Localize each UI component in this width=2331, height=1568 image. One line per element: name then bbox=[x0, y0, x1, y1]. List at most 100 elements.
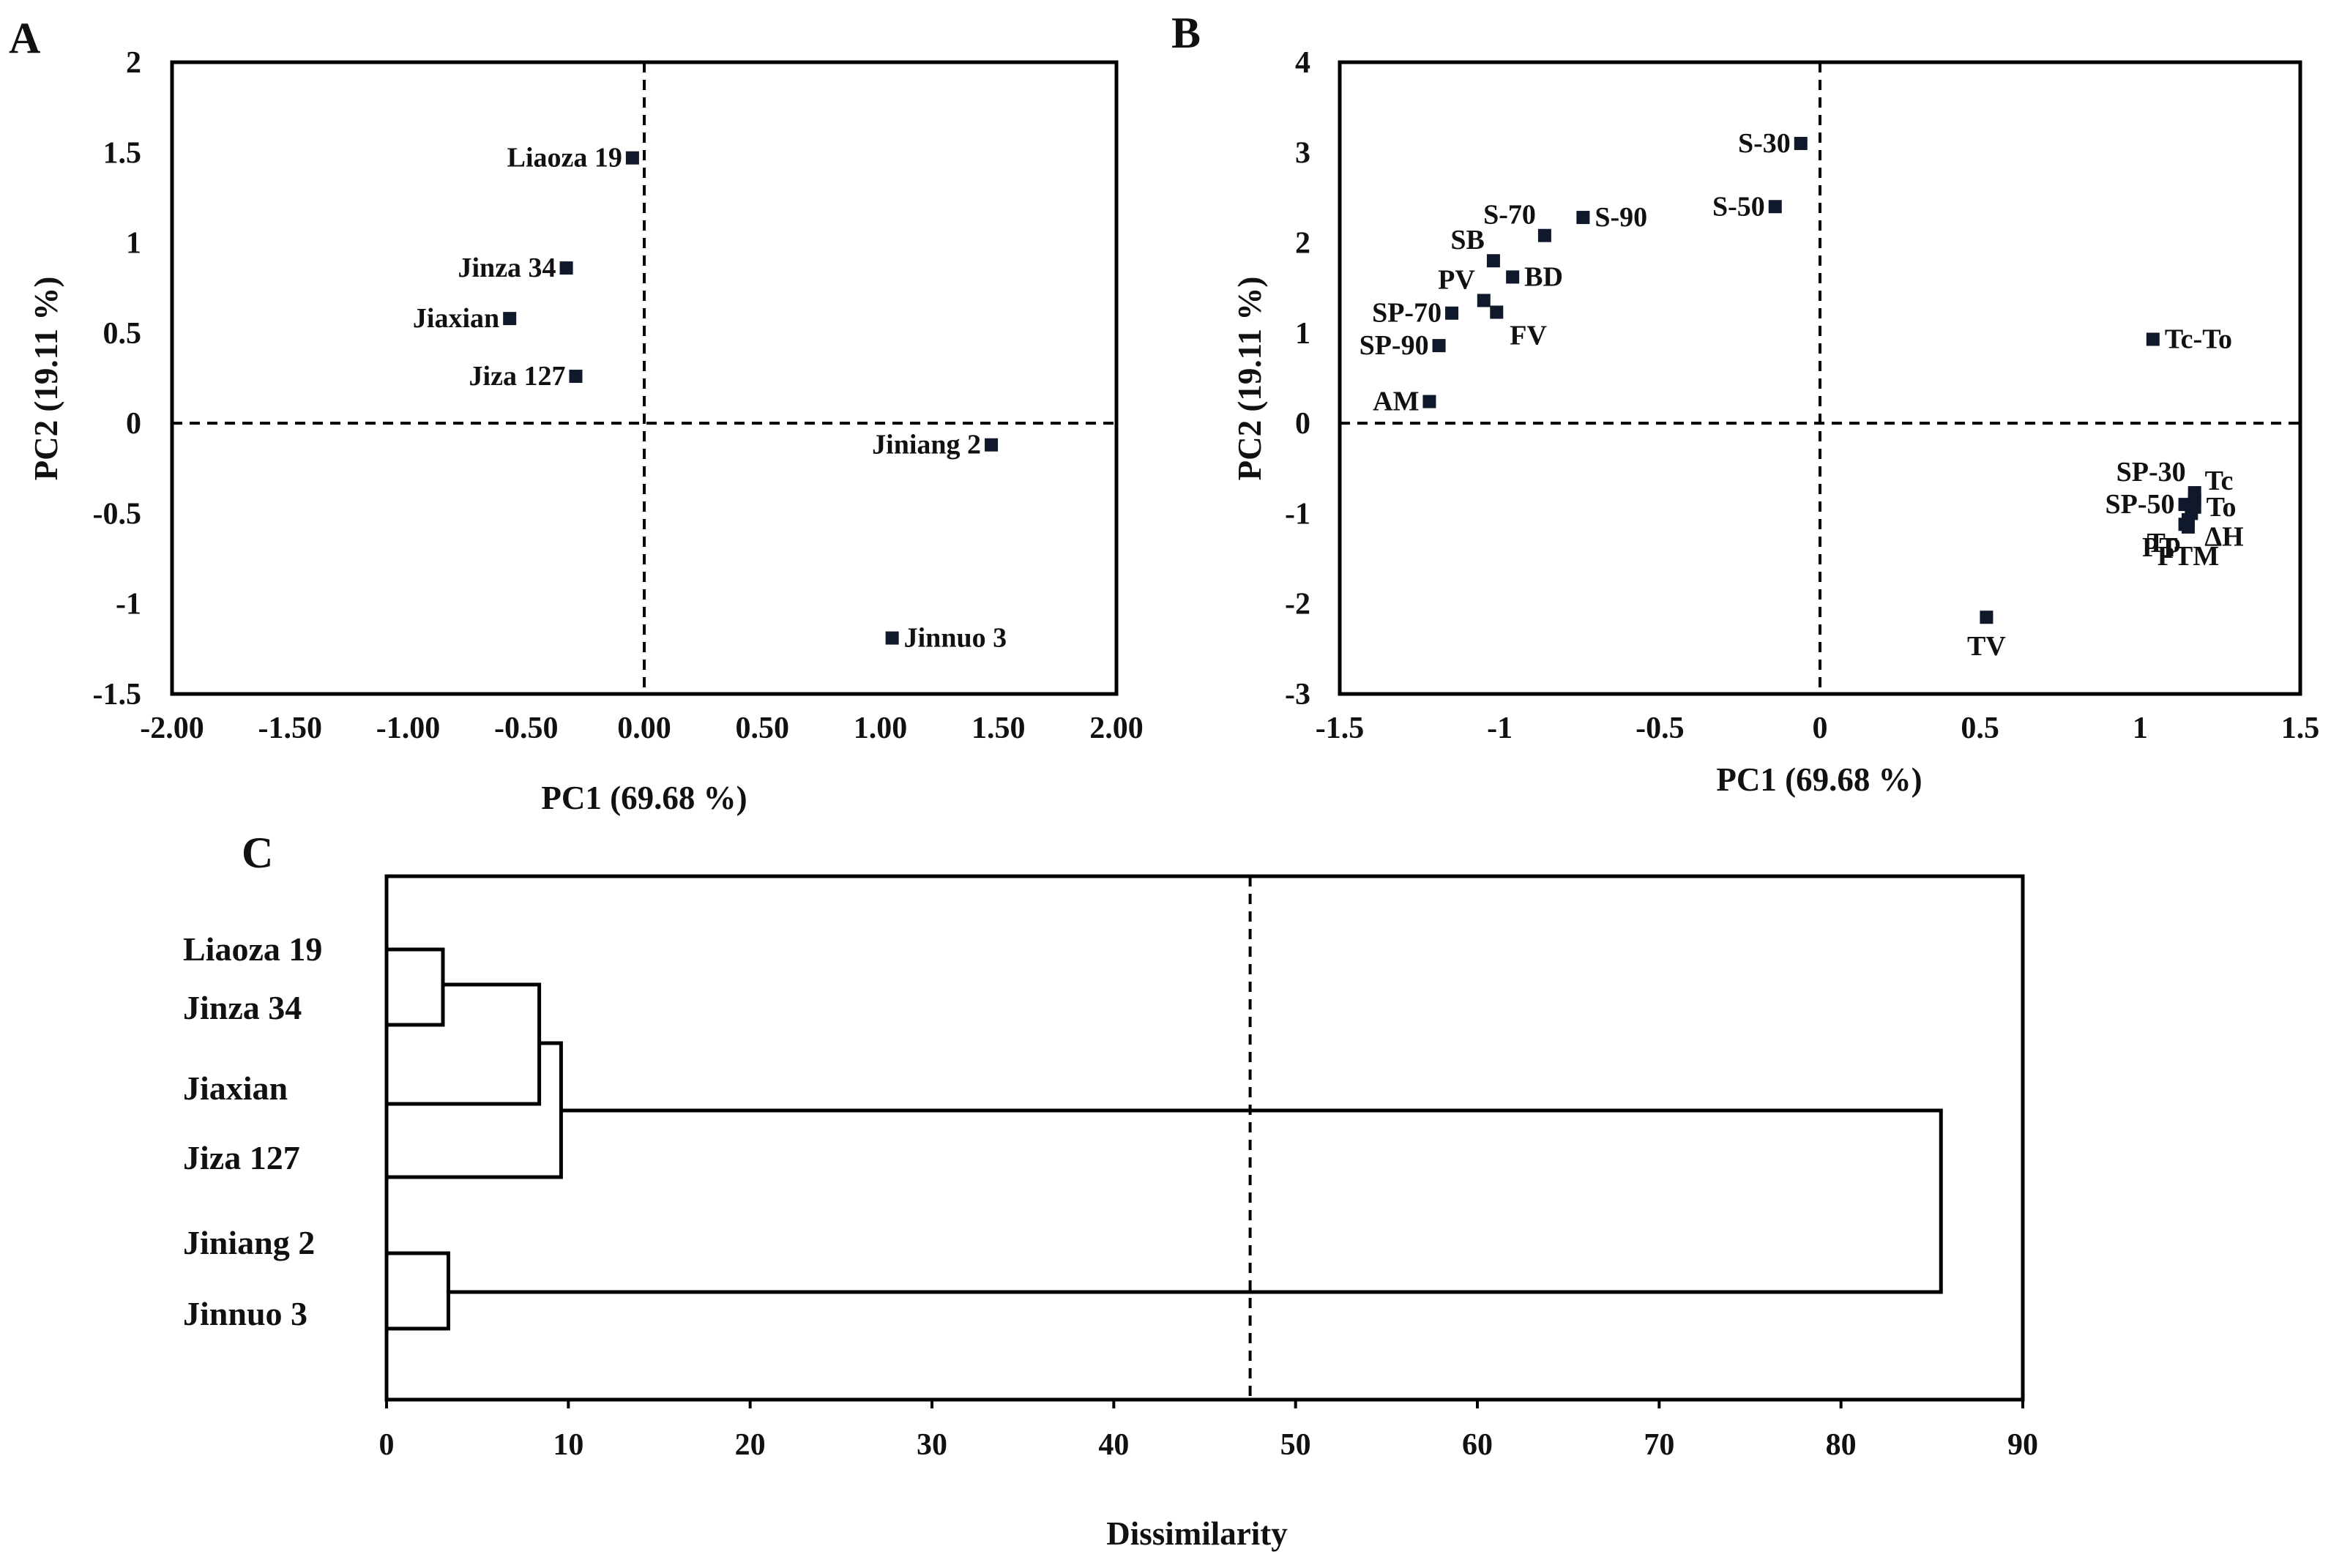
b-point-sp-70 bbox=[1445, 306, 1459, 320]
b-point-label-s-90: S-90 bbox=[1595, 202, 1647, 233]
panel-c-merge-branch-3 bbox=[387, 982, 542, 1106]
panel-c-x-tick-label: 30 bbox=[917, 1428, 947, 1462]
a-point-label-jinza-34: Jinza 34 bbox=[458, 253, 556, 283]
b-point-pv bbox=[1477, 294, 1491, 307]
b-point-label-bd: BD bbox=[1524, 261, 1563, 292]
b-point-label-am: AM bbox=[1373, 387, 1419, 417]
a-y-tick-label: -1 bbox=[116, 588, 141, 621]
b-point-label-sp-70: SP-70 bbox=[1372, 298, 1442, 329]
panel-c: C Liaoza 19 Jinza 34 Jiaxian Jiza 127 Jinian… bbox=[183, 829, 2038, 1552]
b-point-s-70 bbox=[1537, 228, 1551, 242]
panel-b: B -1.5 -1 -0.5 0 0.5 1 1.5 4 3 2 1 0 -1 -2 -3 S-30 S-5… bbox=[1171, 9, 2319, 798]
panel-c-x-tick-label: 50 bbox=[1280, 1428, 1311, 1462]
b-point-label-pt: PT bbox=[2142, 532, 2178, 563]
b-y-tick-label: 4 bbox=[1295, 46, 1310, 80]
panel-c-letter: C bbox=[242, 829, 273, 877]
panel-a-letter: A bbox=[9, 14, 40, 62]
b-point-s-90 bbox=[1576, 211, 1590, 225]
b-y-tick-label: 2 bbox=[1295, 227, 1310, 261]
panel-c-merge-branch-1 bbox=[387, 947, 445, 1027]
b-x-tick-label: 0.5 bbox=[1961, 712, 1999, 745]
a-point-label-liaoza-19: Liaoza 19 bbox=[507, 143, 622, 173]
panel-a: A -2.00 -1.50 -1.00 -0.50 0.00 0.50 1.00 1.50 2.… bbox=[9, 14, 1144, 816]
panel-c-leaf-jiniang-2: Jiniang 2 bbox=[183, 1224, 315, 1261]
panel-c-dendrogram bbox=[387, 947, 1943, 1331]
b-point-label-tc: Tc bbox=[2205, 466, 2234, 496]
b-point-label-s-30: S-30 bbox=[1738, 128, 1791, 159]
b-point-label-s-70: S-70 bbox=[1483, 200, 1536, 231]
panel-b-x-axis-title: PC1 (69.68 %) bbox=[1716, 761, 1922, 798]
b-y-tick-label: -1 bbox=[1285, 497, 1310, 531]
b-point-label-sp-90: SP-90 bbox=[1360, 330, 1429, 361]
a-x-tick-label: 0.50 bbox=[736, 712, 790, 745]
a-y-tick-label: -0.5 bbox=[93, 497, 142, 531]
b-point-s-30 bbox=[1794, 136, 1808, 150]
a-point-jinnuo-3 bbox=[885, 631, 899, 645]
panel-c-merge-branch-4 bbox=[387, 1041, 563, 1179]
panel-c-leaf-jiza-127: Jiza 127 bbox=[183, 1139, 300, 1176]
a-x-tick-label: -0.50 bbox=[494, 712, 559, 745]
a-x-tick-label: 1.00 bbox=[854, 712, 908, 745]
b-point-s-50 bbox=[1768, 200, 1782, 214]
a-point-label-jiniang-2: Jiniang 2 bbox=[872, 430, 981, 460]
b-x-tick-label: 1.5 bbox=[2281, 712, 2320, 745]
panel-a-y-ticks: 2 1.5 1 0.5 0 -0.5 -1 -1.5 bbox=[93, 46, 142, 712]
panel-b-y-ticks: 4 3 2 1 0 -1 -2 -3 bbox=[1285, 46, 1310, 712]
panel-c-x-tick-label: 60 bbox=[1462, 1428, 1493, 1462]
a-x-tick-label: -1.50 bbox=[258, 712, 323, 745]
panel-c-merge-branch-2 bbox=[387, 1251, 450, 1331]
a-y-tick-label: 1 bbox=[126, 227, 141, 261]
b-point-label-to: To bbox=[2207, 492, 2237, 523]
panel-c-plot-frame bbox=[384, 874, 2025, 1402]
panel-c-leaf-jiaxian: Jiaxian bbox=[183, 1069, 288, 1107]
b-x-tick-label: -0.5 bbox=[1636, 712, 1685, 745]
panel-a-x-ticks: -2.00 -1.50 -1.00 -0.50 0.00 0.50 1.00 1.50 2.00 bbox=[140, 712, 1144, 745]
b-point-label-tc-to: Tc-To bbox=[2165, 324, 2232, 354]
panel-c-x-tick-label: 40 bbox=[1098, 1428, 1129, 1462]
a-x-tick-label: 1.50 bbox=[971, 712, 1026, 745]
b-point-label-fv: FV bbox=[1510, 321, 1547, 351]
b-point-label-tv: TV bbox=[1967, 631, 2006, 662]
a-point-label-jinnuo-3: Jinnuo 3 bbox=[904, 623, 1007, 654]
b-point-fv bbox=[1490, 305, 1504, 319]
panel-c-leaf-labels: Liaoza 19 Jinza 34 Jiaxian Jiza 127 Jiniang … bbox=[183, 930, 322, 1332]
b-y-tick-label: 3 bbox=[1295, 136, 1310, 170]
panel-c-leaf-jinza-34: Jinza 34 bbox=[183, 989, 302, 1026]
b-point-label-s-50: S-50 bbox=[1712, 191, 1765, 222]
panel-c-leaf-liaoza-19: Liaoza 19 bbox=[183, 930, 322, 968]
panel-b-letter: B bbox=[1171, 9, 1201, 57]
b-point-label-tp: Tp bbox=[2147, 528, 2180, 559]
panel-c-x-tick-label: 90 bbox=[2007, 1428, 2038, 1462]
b-y-tick-label: 1 bbox=[1295, 317, 1310, 351]
b-point-label-pv: PV bbox=[1438, 264, 1475, 295]
b-x-tick-label: 0 bbox=[1813, 712, 1828, 745]
a-y-tick-label: 0 bbox=[126, 407, 141, 441]
panel-b-x-ticks: -1.5 -1 -0.5 0 0.5 1 1.5 bbox=[1316, 712, 2320, 745]
a-y-tick-label: 1.5 bbox=[103, 136, 142, 170]
b-x-tick-label: -1.5 bbox=[1316, 712, 1365, 745]
a-point-jiniang-2 bbox=[985, 438, 999, 452]
a-point-jiaxian bbox=[503, 312, 517, 326]
a-x-tick-label: -1.00 bbox=[376, 712, 441, 745]
b-y-tick-label: 0 bbox=[1295, 407, 1310, 441]
b-point-sp-90 bbox=[1432, 339, 1446, 353]
a-y-tick-label: 0.5 bbox=[103, 317, 142, 351]
a-x-tick-label: 0.00 bbox=[617, 712, 671, 745]
a-y-tick-label: 2 bbox=[126, 46, 141, 80]
b-point-label-sp-50: SP-50 bbox=[2106, 489, 2175, 520]
b-y-tick-label: -3 bbox=[1285, 678, 1310, 712]
panel-c-x-tick-label: 0 bbox=[379, 1428, 395, 1462]
panel-a-x-axis-title: PC1 (69.68 %) bbox=[541, 780, 747, 816]
a-point-liaoza-19 bbox=[625, 151, 639, 165]
panel-c-x-tick-label: 10 bbox=[553, 1428, 583, 1462]
b-point-am bbox=[1422, 395, 1436, 408]
b-point-tv bbox=[1980, 611, 1994, 624]
b-point-label-delta-h: ΔH bbox=[2204, 521, 2243, 552]
panel-a-y-axis-title: PC2 (19.11 %) bbox=[28, 277, 64, 481]
panel-a-points: Liaoza 19 Jinza 34 Jiaxian Jiza 127 Jiniang … bbox=[413, 143, 1007, 654]
panel-c-x-tick-label: 70 bbox=[1644, 1428, 1674, 1462]
b-y-tick-label: -2 bbox=[1285, 588, 1310, 621]
b-point-label-sb: SB bbox=[1450, 225, 1484, 255]
b-point-bd bbox=[1506, 270, 1520, 284]
